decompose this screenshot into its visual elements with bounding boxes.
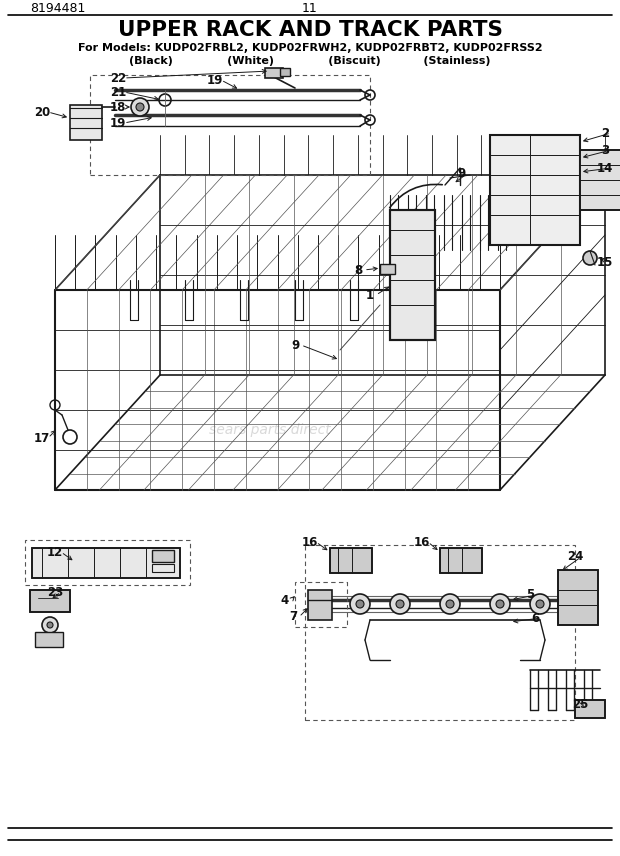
Bar [440,548,482,573]
Text: 8: 8 [354,264,362,276]
Text: 22: 22 [110,72,126,85]
Text: 23: 23 [47,586,63,598]
Circle shape [390,594,410,614]
Bar [308,590,332,620]
Bar [440,548,482,573]
Text: For Models: KUDP02FRBL2, KUDP02FRWH2, KUDP02FRBT2, KUDP02FRSS2: For Models: KUDP02FRBL2, KUDP02FRWH2, KU… [78,43,542,53]
Bar [295,582,347,627]
Bar [490,135,580,245]
Text: 15: 15 [597,255,613,269]
Text: (Black)              (White)              (Biscuit)           (Stainless): (Black) (White) (Biscuit) (Stainless) [129,56,491,66]
Bar [305,545,575,720]
Text: 12: 12 [47,545,63,558]
Circle shape [47,622,53,628]
Circle shape [42,617,58,633]
Text: 19: 19 [207,74,223,86]
Bar [35,632,63,647]
Text: 25: 25 [572,698,588,711]
Bar [580,150,620,210]
Text: 3: 3 [601,144,609,157]
Bar [30,590,70,612]
Text: 16: 16 [302,536,318,549]
Bar [152,564,174,572]
Text: UPPER RACK AND TRACK PARTS: UPPER RACK AND TRACK PARTS [118,20,502,40]
Text: 4: 4 [281,593,289,607]
Text: 7: 7 [289,610,297,623]
Bar [32,548,180,578]
Bar [330,548,372,573]
Bar [30,590,70,612]
Text: 2: 2 [601,127,609,140]
Bar [70,105,102,140]
Bar [152,550,174,562]
Circle shape [136,103,144,111]
Text: 19: 19 [110,116,126,129]
Circle shape [396,600,404,608]
Bar [25,540,190,585]
Text: 6: 6 [531,611,539,625]
Circle shape [356,600,364,608]
Bar [280,68,290,76]
Bar [32,548,180,578]
Bar [575,700,605,718]
Text: 5: 5 [526,589,534,602]
Bar [490,135,580,245]
Circle shape [446,600,454,608]
Circle shape [131,98,149,116]
Bar [265,68,283,78]
Bar [390,210,435,340]
Bar [390,210,435,340]
Bar [558,570,598,625]
Circle shape [536,600,544,608]
Circle shape [583,251,597,265]
Text: 20: 20 [34,105,50,118]
Text: 17: 17 [34,431,50,444]
Bar [90,75,370,175]
Text: 16: 16 [414,536,430,549]
Text: 1: 1 [366,288,374,301]
Text: 9: 9 [291,338,299,352]
Bar [380,264,395,274]
Text: 8194481: 8194481 [30,2,86,15]
Bar [580,150,620,210]
Circle shape [530,594,550,614]
Bar [328,596,562,612]
Bar [575,700,605,718]
Text: 11: 11 [302,2,318,15]
Text: 14: 14 [597,162,613,175]
Circle shape [440,594,460,614]
Text: 9: 9 [458,167,466,180]
Text: 18: 18 [110,100,126,114]
Text: 21: 21 [110,86,126,98]
Circle shape [496,600,504,608]
Circle shape [350,594,370,614]
Bar [330,548,372,573]
Circle shape [490,594,510,614]
Bar [558,570,598,625]
Text: sears parts direct: sears parts direct [209,423,331,437]
Text: 24: 24 [567,550,583,563]
